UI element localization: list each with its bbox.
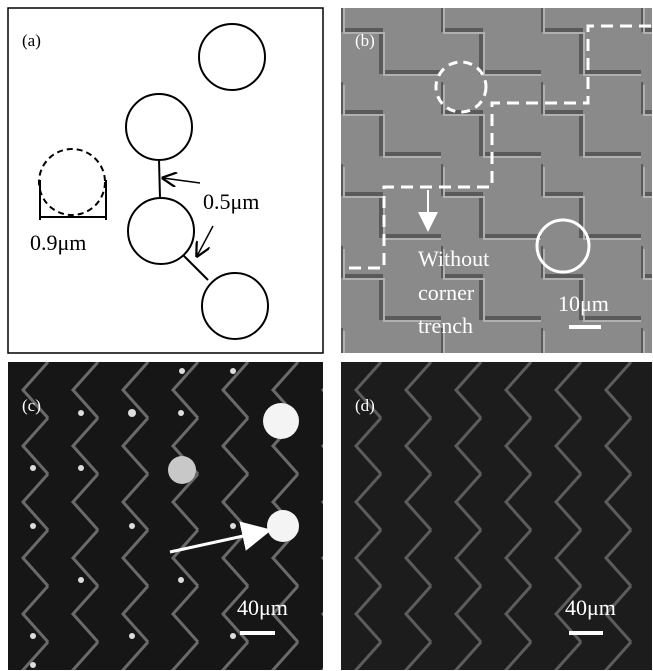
panel-b: (b) Without corner trench 10μm bbox=[341, 8, 652, 353]
panel-label: (c) bbox=[22, 396, 41, 415]
diameter-label: 0.9μm bbox=[30, 230, 86, 255]
panel-label: (b) bbox=[355, 31, 375, 50]
panel-label: (d) bbox=[355, 396, 375, 415]
panel-c: (c) 40μm bbox=[8, 362, 323, 670]
scale-label: 40μm bbox=[565, 595, 616, 620]
panel-label: (a) bbox=[22, 31, 41, 50]
scale-label: 40μm bbox=[237, 595, 288, 620]
figure: (a) 0.9μm 0.5μm (b) Without corner trenc… bbox=[0, 0, 653, 671]
note-line: trench bbox=[418, 313, 473, 338]
note-line: corner bbox=[418, 280, 475, 305]
gap-label: 0.5μm bbox=[203, 189, 259, 214]
panel-d: (d) 40μm bbox=[341, 362, 652, 670]
note-line: Without bbox=[418, 246, 489, 271]
scale-label: 10μm bbox=[558, 291, 609, 316]
panel-a: (a) 0.9μm 0.5μm bbox=[8, 8, 323, 353]
